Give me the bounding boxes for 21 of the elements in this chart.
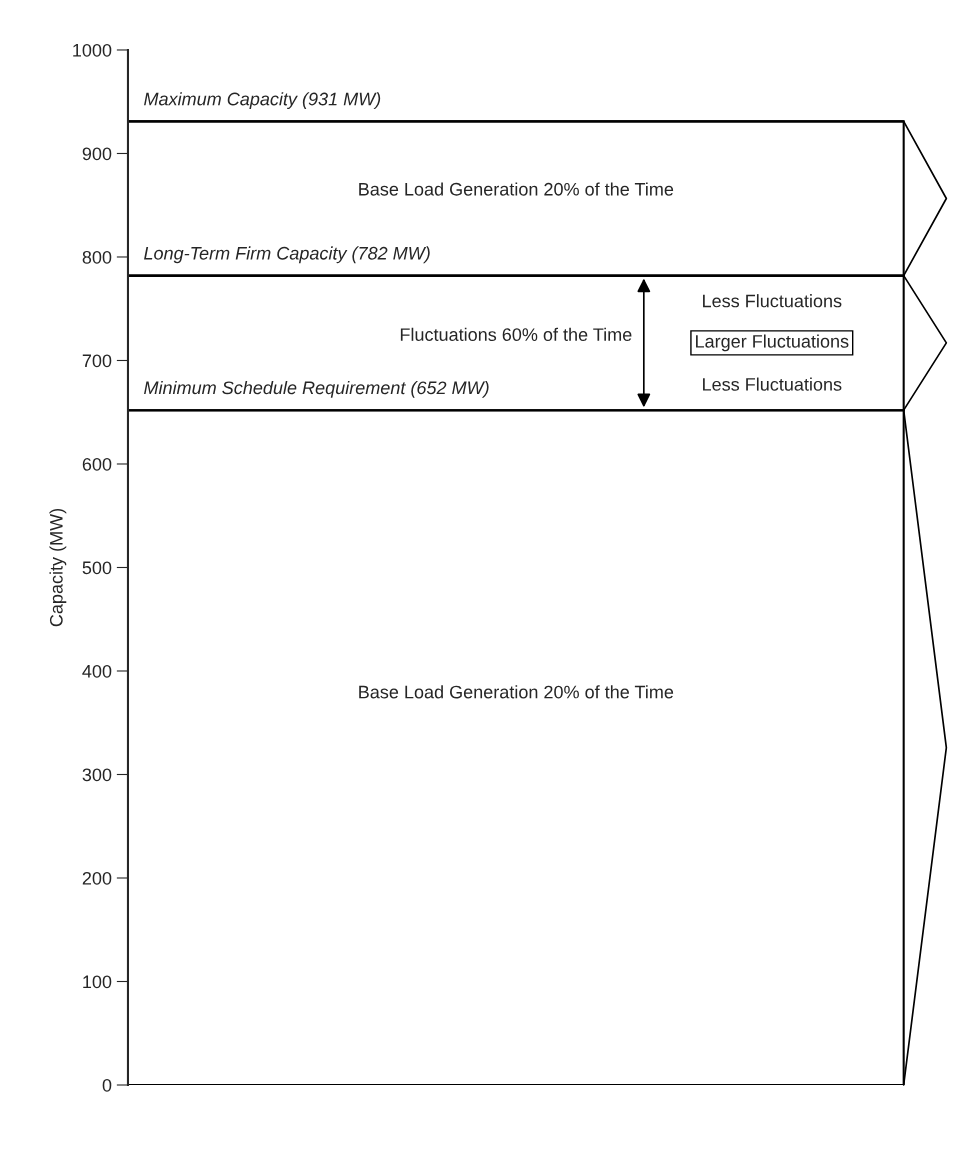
y-tick-label: 200 [82,871,112,885]
ref-line-label: Long-Term Firm Capacity (782 MW) [144,246,430,264]
y-tick-label: 0 [102,1078,112,1092]
annotation: Fluctuations 60% of the Time [400,327,632,342]
y-tick-label: 400 [82,664,112,678]
annotation: Less Fluctuations [703,294,842,308]
y-tick-label: 500 [82,561,112,575]
ref-line-label: Maximum Capacity (931 MW) [144,92,381,109]
annotation: Base Load Generation 20% of the Time [359,182,674,196]
annotation: Base Load Generation 20% of the Time [359,685,674,699]
annotation: Less Fluctuations [703,377,842,391]
y-tick-label: 100 [83,975,112,989]
y-tick-label: 800 [82,250,112,264]
y-tick-label: 600 [82,457,112,471]
y-axis-title: Capacity (MW) [49,508,67,627]
y-tick-label: 1000 [73,43,112,57]
y-tick-label: 900 [82,147,112,161]
y-tick-label: 300 [82,768,112,782]
annotation: Larger Fluctuations [696,334,849,352]
ref-line-label: Minimum Schedule Requirement (652 MW) [144,380,489,398]
y-tick-label: 700 [82,354,112,368]
